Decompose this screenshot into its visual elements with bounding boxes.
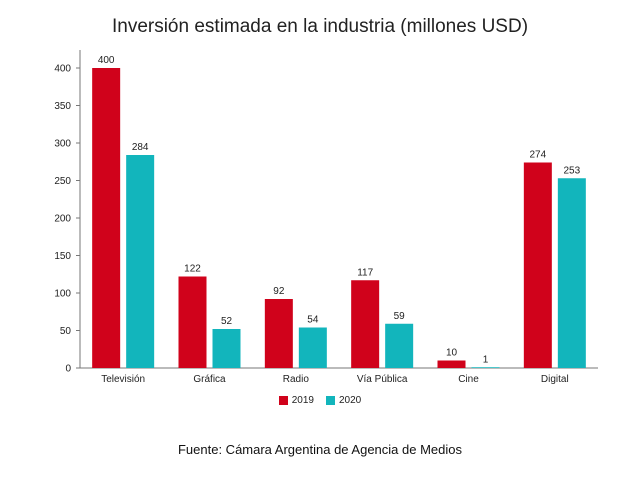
bars-group	[92, 68, 586, 368]
bar-value-label: 122	[184, 264, 201, 275]
x-tick-label: Digital	[541, 374, 569, 385]
y-tick-label: 350	[54, 101, 71, 112]
legend-label-2019: 2019	[291, 395, 314, 406]
bar-2020	[557, 178, 586, 368]
bar-2020	[298, 327, 327, 368]
legend-label-2020: 2020	[339, 395, 362, 406]
bar-value-label: 284	[132, 142, 149, 153]
y-tick-label: 200	[54, 214, 71, 225]
bar-value-label: 400	[98, 55, 115, 66]
bar-2019	[264, 299, 293, 368]
legend-swatch-2020	[326, 396, 335, 405]
x-tick-label: Vía Pública	[357, 374, 408, 385]
x-axis-ticks: Televisión Gráfica Radio Vía Pública Cine Dig…	[101, 374, 569, 385]
y-tick-label: 250	[54, 176, 71, 187]
bar-value-label: 59	[394, 311, 406, 322]
bar-value-label: 274	[529, 150, 546, 161]
y-tick-label: 300	[54, 139, 71, 150]
bar-2019	[523, 162, 552, 368]
bar-value-label: 253	[563, 165, 580, 176]
bar-2020	[212, 329, 241, 368]
y-axis-ticks: 0 50 100 150 200 250 300 350 400	[54, 64, 80, 375]
bar-2019	[351, 280, 380, 368]
bar-value-label: 1	[483, 354, 489, 365]
bar-value-label: 10	[446, 348, 458, 359]
legend-swatch-2019	[278, 396, 288, 405]
bar-2019	[437, 360, 466, 368]
y-tick-label: 400	[54, 64, 71, 75]
bar-value-label: 54	[307, 315, 319, 326]
x-tick-label: Cine	[458, 374, 479, 385]
legend-item-2020: 2020	[326, 395, 361, 406]
bar-2019	[92, 68, 121, 368]
x-tick-label: Televisión	[101, 374, 145, 385]
bar-value-label: 117	[357, 267, 373, 278]
y-tick-label: 100	[54, 289, 71, 300]
chart-title: Inversión estimada en la industria (mill…	[111, 16, 529, 37]
bar-2020	[385, 323, 414, 368]
bar-2020	[126, 155, 155, 368]
bar-2019	[178, 276, 207, 368]
legend: 2019 2020	[0, 395, 640, 406]
bar-labels-group: 400 284 122 52 92 54 117 59 10 1 274 253	[98, 55, 581, 365]
source-note: Fuente: Cámara Argentina de Agencia de M…	[177, 442, 462, 457]
x-tick-label: Radio	[283, 374, 310, 385]
bar-2020	[471, 367, 500, 368]
y-tick-label: 150	[54, 251, 71, 262]
bar-value-label: 52	[221, 316, 233, 327]
x-tick-label: Gráfica	[193, 374, 226, 385]
legend-item-2019: 2019	[278, 395, 314, 406]
y-tick-label: 50	[60, 326, 72, 337]
y-tick-label: 0	[65, 364, 71, 375]
bar-value-label: 92	[273, 286, 285, 297]
